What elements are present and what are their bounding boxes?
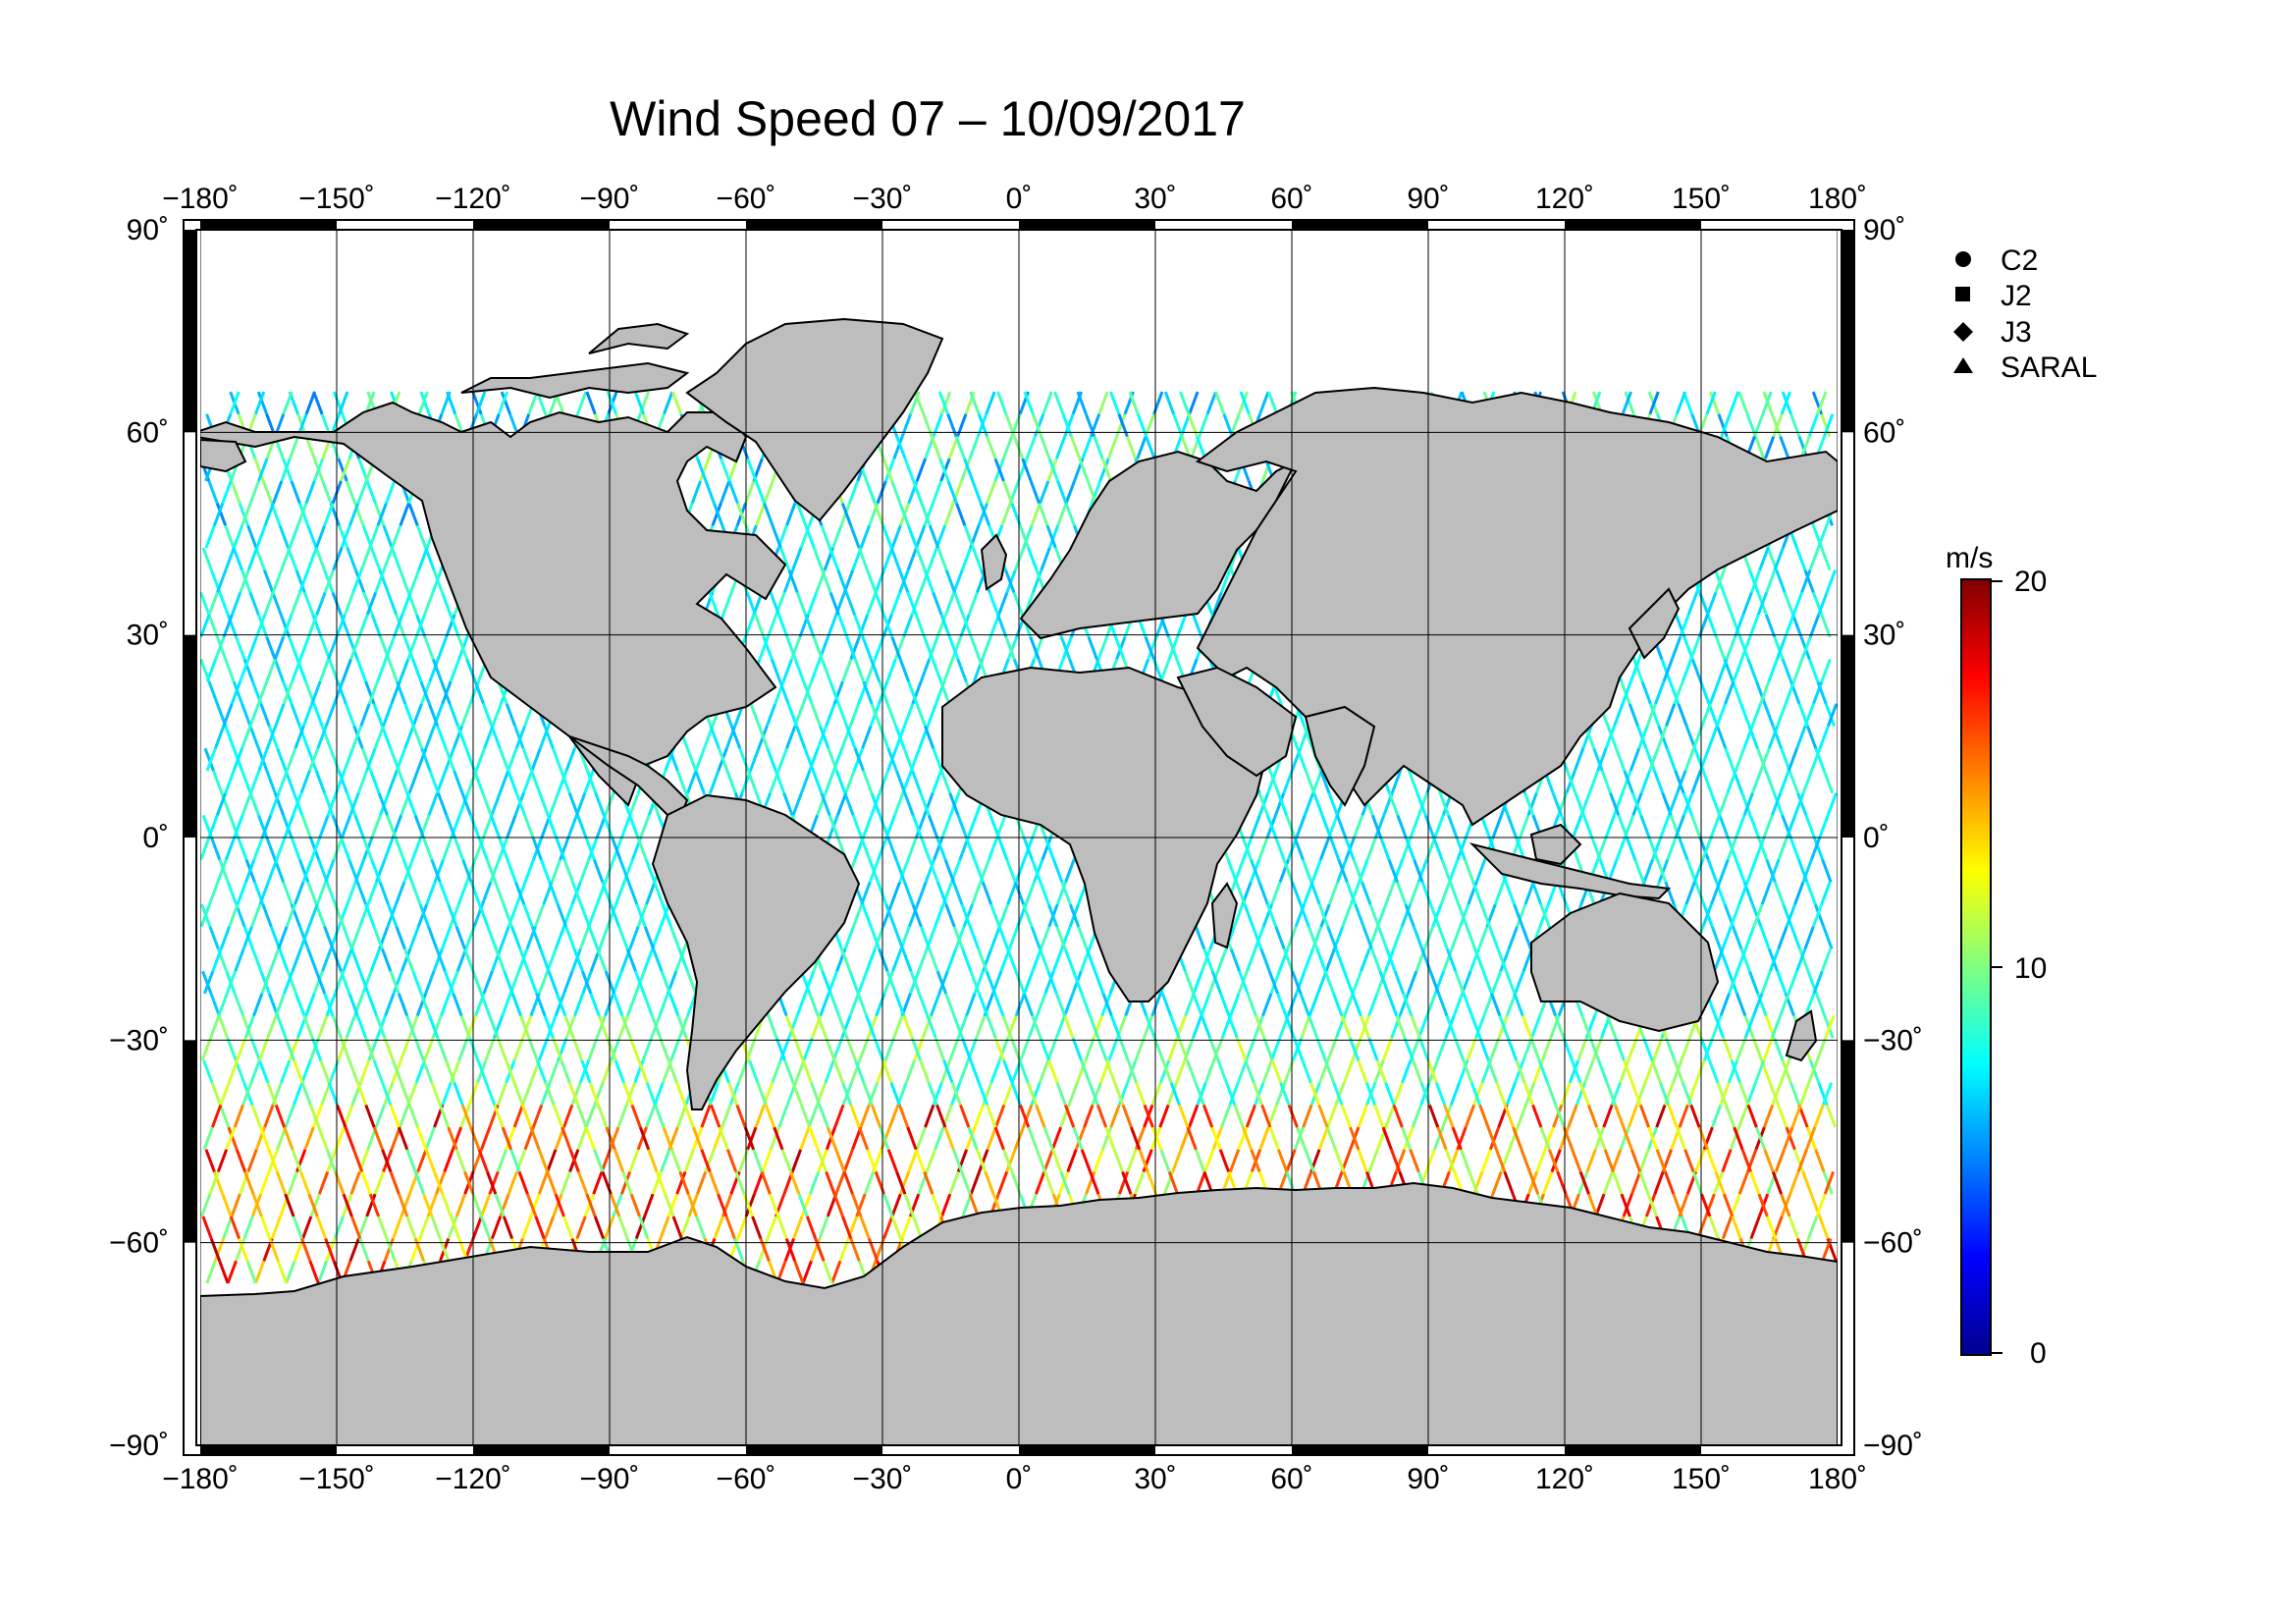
frame-block-bottom: [1565, 1445, 1701, 1455]
colorbar: m/s 20 10 0: [1946, 542, 2047, 1370]
lon-tick-top: 90˚: [1407, 183, 1449, 215]
land-north-america: [200, 401, 787, 807]
land-india: [1304, 705, 1376, 807]
frame-block-top: [1292, 220, 1428, 230]
legend-label-j2: J2: [2001, 280, 2032, 312]
land-new-zealand: [1785, 1009, 1818, 1062]
lon-tick-bottom: −90˚: [580, 1463, 640, 1495]
lon-tick-bottom: −150˚: [298, 1463, 375, 1495]
frame-block-bottom: [200, 1445, 337, 1455]
colorbar-ramp: [1960, 578, 1992, 1356]
frame-block-right: [1842, 1040, 1854, 1243]
lon-tick-top: −60˚: [717, 183, 776, 215]
land-arabia: [1176, 666, 1298, 778]
colorbar-unit: m/s: [1946, 542, 1993, 574]
lon-tick-bottom: 0˚: [1006, 1463, 1033, 1495]
lat-tick-left: −90˚: [109, 1430, 169, 1462]
colorbar-mid-label: 10: [2014, 952, 2047, 985]
lat-ticks-left: 90˚ 60˚ 30˚ 0˚ −30˚ −60˚ −90˚: [109, 214, 169, 1462]
land-greenland: [685, 317, 944, 522]
legend-label-j3: J3: [2001, 316, 2032, 349]
legend-square-icon: [1955, 287, 1970, 301]
frame-block-bottom: [1292, 1445, 1428, 1455]
land-madagascar: [1210, 882, 1239, 949]
frame-block-right: [1842, 230, 1854, 433]
lon-tick-top: 0˚: [1006, 183, 1033, 215]
legend-diamond-icon: [1953, 322, 1973, 342]
land-uk: [980, 533, 1008, 591]
frame-block-top: [200, 220, 337, 230]
lon-tick-top: 60˚: [1270, 183, 1312, 215]
lat-tick-left: 60˚: [127, 416, 169, 449]
lon-tick-top: −180˚: [162, 183, 239, 215]
lon-tick-bottom: −120˚: [435, 1463, 511, 1495]
lat-tick-right: 60˚: [1863, 416, 1905, 449]
frame-block-top: [746, 220, 882, 230]
satellite-legend: C2 J2 J3 SARAL: [1953, 244, 2097, 384]
colorbar-max-label: 20: [2014, 566, 2047, 598]
graticule: [200, 230, 1838, 1445]
frame-block-top: [473, 220, 610, 230]
lat-tick-left: −60˚: [109, 1227, 169, 1260]
lon-tick-top: 30˚: [1134, 183, 1176, 215]
frame-block-right: [1842, 634, 1854, 838]
lon-tick-bottom: 120˚: [1535, 1463, 1594, 1495]
frame-block-bottom: [1019, 1445, 1155, 1455]
lon-tick-top: 150˚: [1672, 183, 1731, 215]
lon-tick-top: −120˚: [435, 183, 511, 215]
frame-block-left: [184, 634, 196, 838]
lon-tick-bottom: 90˚: [1407, 1463, 1449, 1495]
frame-block-top: [1019, 220, 1155, 230]
lon-tick-top: −90˚: [580, 183, 640, 215]
legend-circle-icon: [1955, 251, 1971, 267]
lon-tick-bottom: −30˚: [853, 1463, 913, 1495]
lon-tick-bottom: 30˚: [1134, 1463, 1176, 1495]
lat-tick-left: −30˚: [109, 1024, 169, 1056]
frame-block-left: [184, 230, 196, 433]
lon-tick-bottom: 60˚: [1270, 1463, 1312, 1495]
land-africa: [941, 666, 1268, 1002]
frame-block-bottom: [473, 1445, 610, 1455]
lon-tick-bottom: 150˚: [1672, 1463, 1731, 1495]
lat-tick-right: −60˚: [1863, 1227, 1923, 1260]
land-arctic-islands: [460, 361, 690, 400]
lat-tick-right: 0˚: [1863, 822, 1890, 854]
lon-tick-bottom: 180˚: [1808, 1463, 1867, 1495]
lon-ticks-top: −180˚ −150˚ −120˚ −90˚ −60˚ −30˚ 0˚ 30˚ 60˚ 90˚ 12…: [162, 183, 1867, 215]
lat-tick-right: 30˚: [1863, 620, 1905, 652]
lon-ticks-bottom: −180˚ −150˚ −120˚ −90˚ −60˚ −30˚ 0˚ 30˚ 60˚ 90˚ 12…: [162, 1463, 1867, 1495]
map-title: Wind Speed 07 – 10/09/2017: [610, 91, 1246, 146]
lon-tick-bottom: −60˚: [717, 1463, 776, 1495]
lat-tick-left: 90˚: [127, 214, 169, 246]
lon-tick-top: −150˚: [298, 183, 375, 215]
land-japan: [1628, 587, 1681, 660]
frame-block-left: [184, 1040, 196, 1243]
lat-tick-right: 90˚: [1863, 214, 1905, 246]
lat-tick-right: −30˚: [1863, 1024, 1923, 1056]
legend-triangle-icon: [1953, 357, 1973, 373]
legend-label-saral: SARAL: [2001, 352, 2097, 384]
lat-tick-right: −90˚: [1863, 1430, 1923, 1462]
colorbar-min-label: 0: [2030, 1337, 2047, 1370]
lat-tick-left: 30˚: [127, 620, 169, 652]
land-south-america: [651, 793, 861, 1110]
lat-ticks-right: 90˚ 60˚ 30˚ 0˚ −30˚ −60˚ −90˚: [1863, 214, 1923, 1462]
land-chukotka-west: [200, 438, 247, 473]
frame-block-top: [1565, 220, 1701, 230]
frame-checker-border: [184, 220, 1854, 1455]
lon-tick-top: −30˚: [853, 183, 913, 215]
land-indonesia: [1468, 842, 1672, 900]
legend-label-c2: C2: [2001, 244, 2038, 277]
lon-tick-bottom: −180˚: [162, 1463, 239, 1495]
lat-tick-left: 0˚: [142, 822, 169, 854]
frame-block-bottom: [746, 1445, 882, 1455]
lon-tick-top: 180˚: [1808, 183, 1867, 215]
land-australia: [1530, 892, 1720, 1033]
lon-tick-top: 120˚: [1535, 183, 1594, 215]
